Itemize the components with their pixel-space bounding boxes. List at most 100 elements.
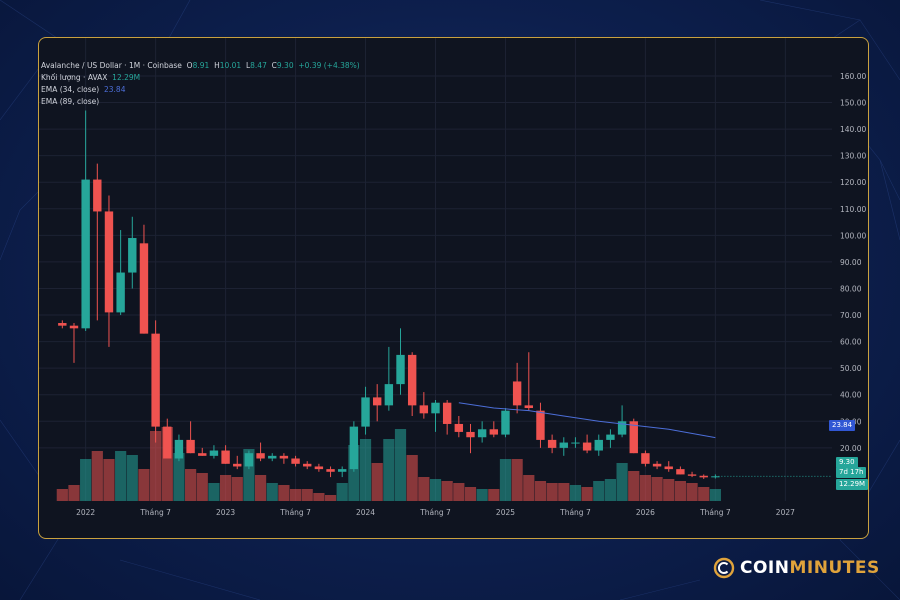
change-value: +0.39 (+4.38%) bbox=[298, 61, 360, 70]
y-tick-label: 140.00 bbox=[840, 125, 866, 134]
volume-bar bbox=[663, 479, 675, 501]
candle-body bbox=[244, 453, 254, 467]
candle-body bbox=[501, 410, 510, 435]
chart-legend: Avalanche / US Dollar · 1M · Coinbase O8… bbox=[41, 60, 360, 108]
volume-bar bbox=[254, 475, 267, 501]
candle-body bbox=[104, 211, 114, 313]
candle-body bbox=[69, 325, 79, 329]
legend-ema34-row[interactable]: EMA (34, close) 23.84 bbox=[41, 84, 360, 96]
volume-bar bbox=[173, 453, 185, 501]
y-tick-label: 80.00 bbox=[840, 284, 862, 293]
volume-bar bbox=[243, 449, 255, 501]
volume-bar bbox=[394, 429, 407, 501]
volume-bar bbox=[278, 485, 290, 501]
volume-bar bbox=[208, 483, 220, 501]
open-value: 8.91 bbox=[192, 61, 210, 70]
x-tick-label: Tháng 7 bbox=[419, 508, 451, 517]
volume-bar bbox=[651, 477, 663, 501]
brand-logo: COINMINUTES bbox=[713, 557, 880, 579]
candle-body bbox=[676, 469, 685, 475]
volume-bar bbox=[488, 489, 500, 501]
candle-body bbox=[256, 453, 265, 459]
candle-body bbox=[547, 439, 557, 448]
close-label: C bbox=[271, 61, 277, 70]
y-tick-label: 50.00 bbox=[840, 364, 862, 373]
volume-bar bbox=[546, 483, 558, 501]
pair-title: Avalanche / US Dollar · 1M · Coinbase bbox=[41, 61, 182, 70]
x-tick-label: 2023 bbox=[216, 508, 235, 517]
volume-bar bbox=[709, 489, 721, 501]
y-tick-label: 120.00 bbox=[840, 178, 866, 187]
candle-body bbox=[606, 434, 615, 440]
volume-bar bbox=[150, 431, 162, 501]
volume-bar bbox=[534, 481, 547, 501]
y-tick-label: 160.00 bbox=[840, 72, 866, 81]
volume-bar bbox=[686, 483, 698, 501]
volume-bar bbox=[56, 489, 68, 501]
countdown-tag: 7d 17h bbox=[836, 467, 867, 478]
x-tick-label: 2024 bbox=[356, 508, 375, 517]
brand-name: COINMINUTES bbox=[740, 558, 880, 578]
candle-body bbox=[338, 469, 347, 472]
candle-body bbox=[349, 426, 359, 470]
y-tick-label: 60.00 bbox=[840, 338, 862, 347]
volume-bar bbox=[301, 489, 313, 501]
candle-body bbox=[512, 381, 522, 406]
candle-body bbox=[139, 243, 149, 334]
volume-bar bbox=[499, 459, 512, 501]
x-tick-label: 2025 bbox=[496, 508, 515, 517]
x-tick-label: 2027 bbox=[776, 508, 795, 517]
candle-body bbox=[174, 439, 184, 459]
volume-bar bbox=[313, 493, 325, 501]
volume-bar bbox=[558, 483, 570, 501]
candle-body bbox=[594, 439, 603, 451]
candle-body bbox=[524, 405, 533, 409]
volume-bar bbox=[80, 459, 92, 501]
high-label: H bbox=[214, 61, 220, 70]
volume-bar bbox=[348, 445, 360, 501]
candle-body bbox=[268, 455, 277, 459]
volume-bar bbox=[406, 455, 418, 501]
volume-bar bbox=[359, 439, 372, 501]
low-label: L bbox=[245, 61, 251, 70]
volume-label: Khối lượng · AVAX bbox=[41, 73, 108, 82]
candle-body bbox=[489, 429, 499, 435]
candle-body bbox=[58, 323, 67, 326]
volume-bar bbox=[511, 459, 523, 501]
candle-body bbox=[198, 453, 207, 456]
brand-name-part1: COIN bbox=[740, 558, 790, 578]
y-tick-label: 150.00 bbox=[840, 99, 866, 108]
candle-body bbox=[279, 455, 289, 459]
volume-bar bbox=[115, 451, 127, 501]
candlestick-chart[interactable]: 2022 Tháng 7 2023 Tháng 7 2024 Tháng 7 2025 Thá… bbox=[39, 38, 868, 538]
open-label: O bbox=[186, 61, 193, 70]
volume-bar bbox=[126, 455, 138, 501]
candle-body bbox=[687, 474, 697, 476]
volume-bar bbox=[639, 475, 652, 501]
candle-body bbox=[233, 463, 242, 467]
volume-bar bbox=[698, 487, 710, 501]
volume-bar bbox=[628, 471, 640, 501]
y-tick-label: 130.00 bbox=[840, 152, 866, 161]
low-value: 8.47 bbox=[250, 61, 267, 70]
volume-bar bbox=[196, 473, 208, 501]
x-tick-label: Tháng 7 bbox=[279, 508, 311, 517]
y-tick-label: 70.00 bbox=[840, 311, 862, 320]
volume-bar bbox=[453, 483, 465, 501]
candle-body bbox=[151, 333, 160, 427]
volume-bar bbox=[616, 463, 628, 501]
volume-tag: 12.29M bbox=[836, 479, 868, 490]
candle-body bbox=[571, 442, 580, 444]
candle-body bbox=[559, 442, 568, 448]
legend-volume-row[interactable]: Khối lượng · AVAX 12.29M bbox=[41, 72, 360, 84]
volume-bar bbox=[289, 489, 302, 501]
legend-ema89-row[interactable]: EMA (89, close) bbox=[41, 96, 360, 108]
volume-bar bbox=[138, 469, 150, 501]
volume-bar bbox=[604, 479, 617, 501]
candle-body bbox=[221, 450, 230, 464]
volume-bar bbox=[418, 477, 430, 501]
volume-bar bbox=[219, 475, 232, 501]
candle-body bbox=[442, 402, 452, 424]
candle-body bbox=[477, 429, 487, 438]
candle-body bbox=[466, 431, 475, 438]
